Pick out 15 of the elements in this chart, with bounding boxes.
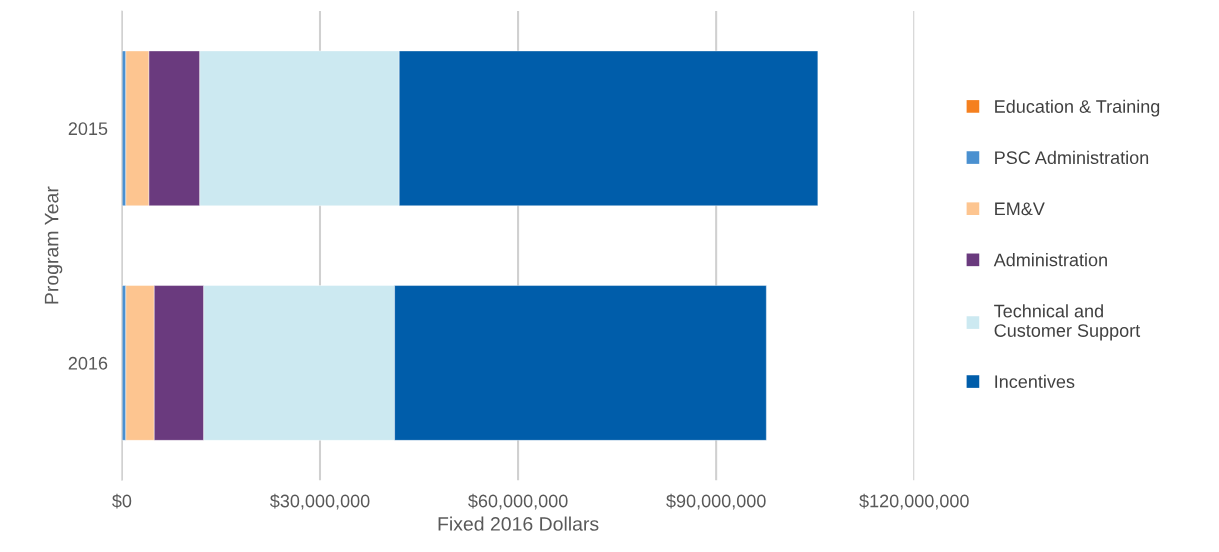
legend-label: EM&V — [995, 202, 1045, 216]
legend-label: Administration — [993, 253, 1107, 267]
legend-label: Technical and Customer Support — [994, 304, 1141, 341]
y-axis-title: Program Year — [44, 186, 63, 304]
x-tick-label: $90,000,000 — [666, 493, 766, 510]
legend-label: Education & Training — [995, 99, 1160, 117]
legend-label: Incentives — [995, 374, 1075, 389]
x-tick-label: $0 — [112, 493, 132, 509]
x-tick-label: $30,000,000 — [269, 493, 370, 510]
x-tick-label: $60,000,000 — [468, 493, 568, 510]
y-tick-label: 2016 — [68, 356, 108, 370]
x-axis-title: Fixed 2016 Dollars — [438, 516, 599, 531]
y-tick-label: 2015 — [68, 122, 108, 136]
x-tick-label: $120,000,000 — [859, 493, 969, 510]
legend-label: PSC Administration — [995, 150, 1149, 165]
